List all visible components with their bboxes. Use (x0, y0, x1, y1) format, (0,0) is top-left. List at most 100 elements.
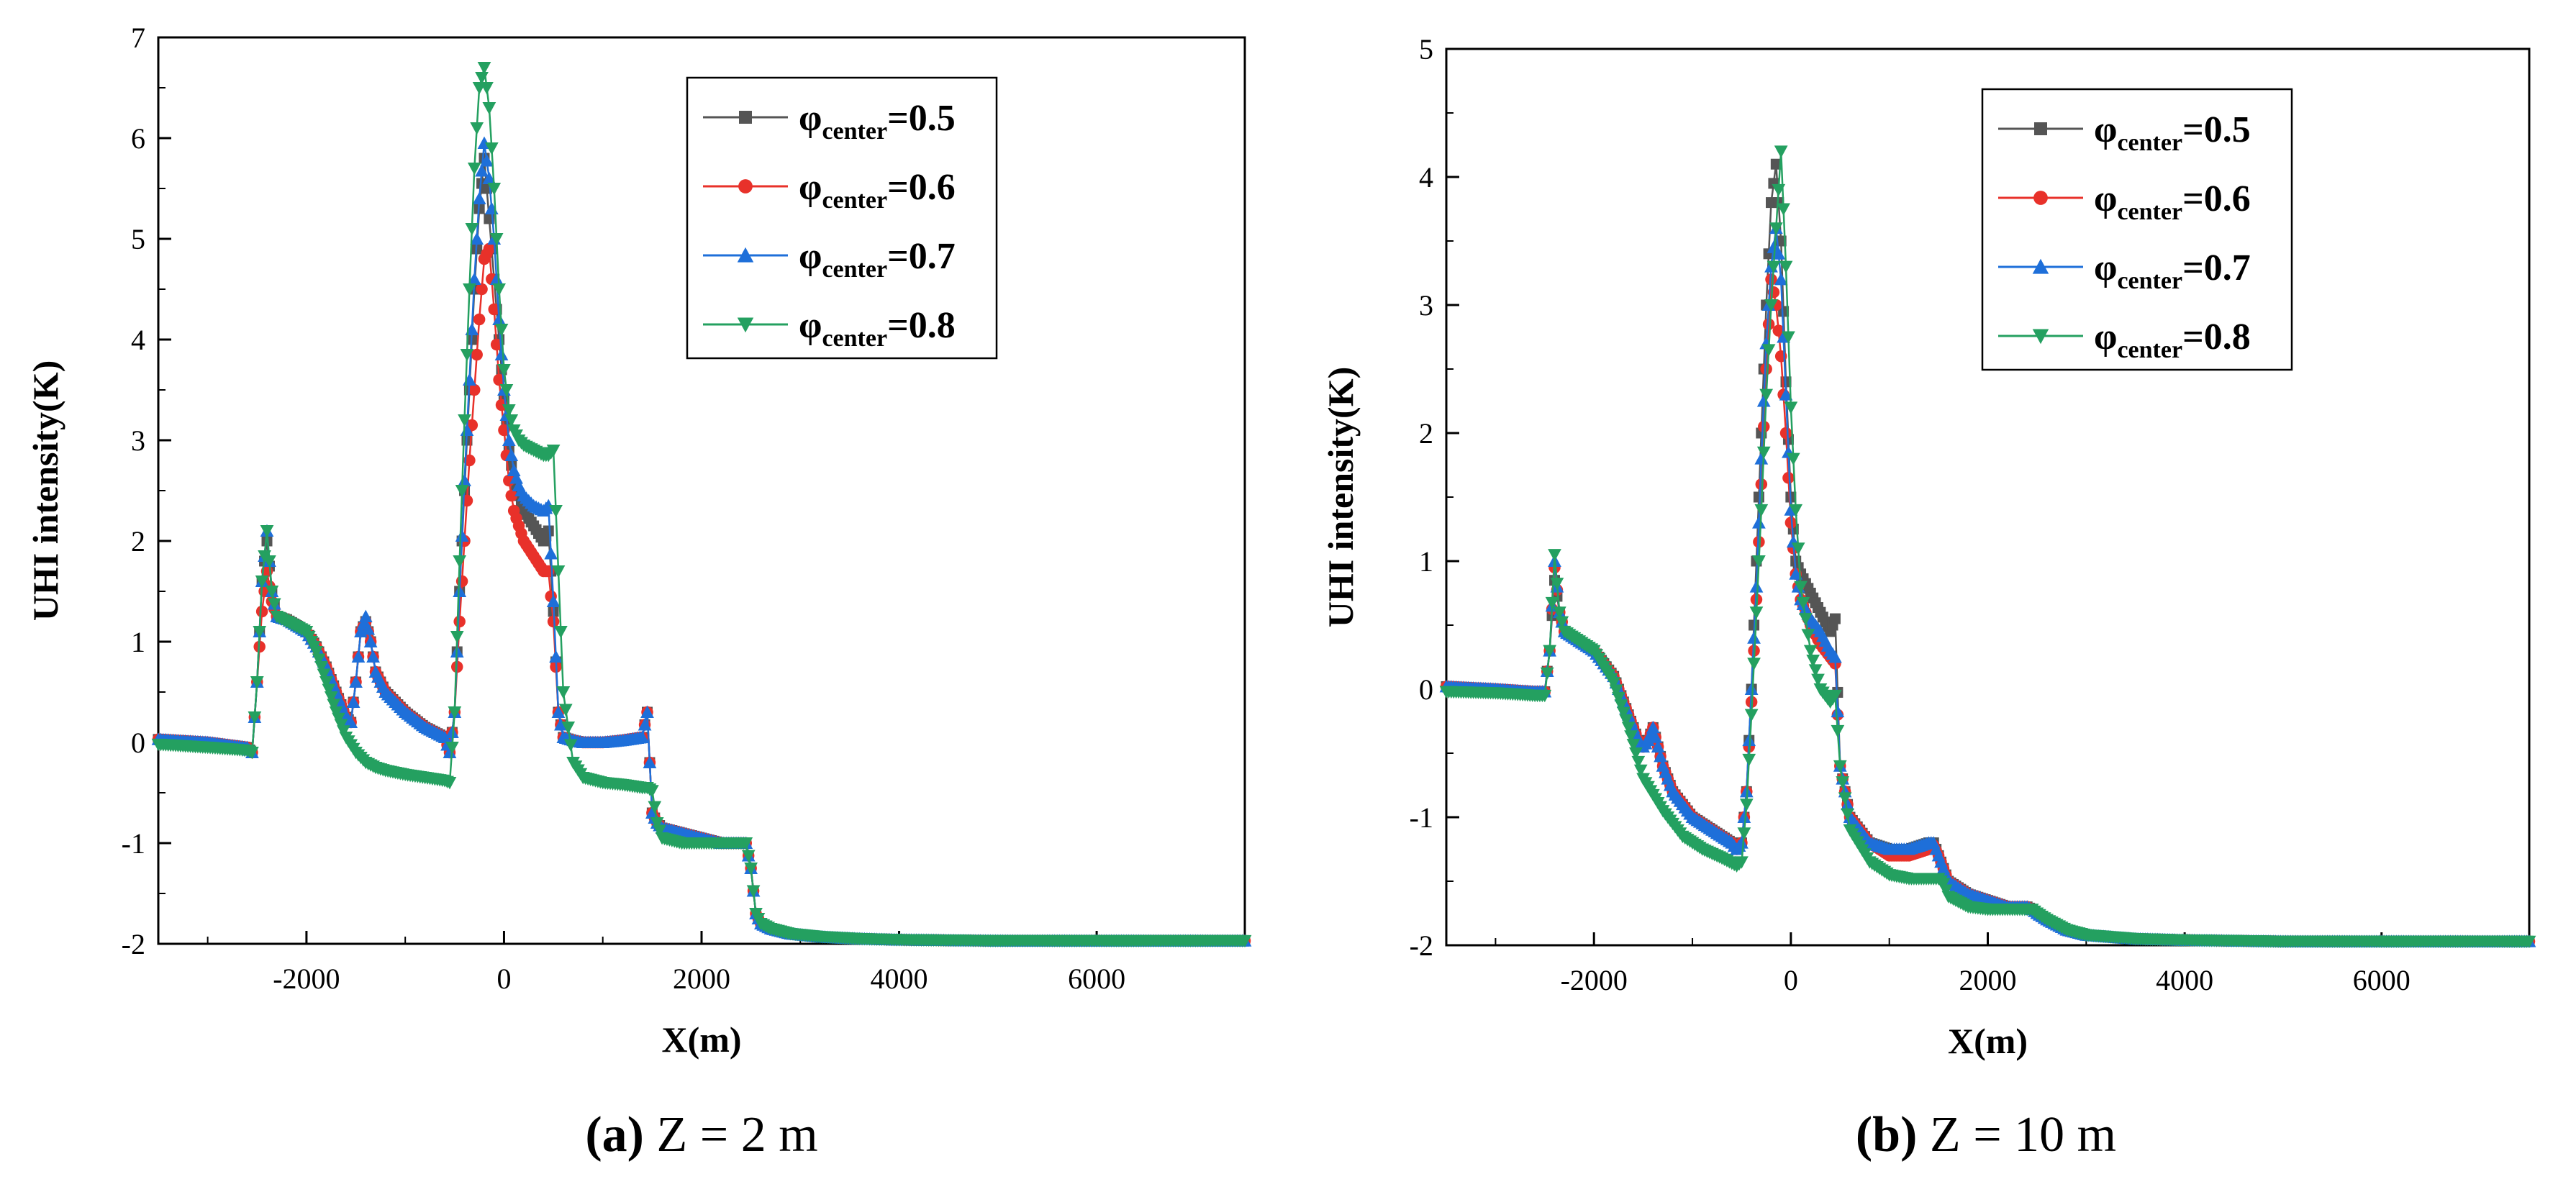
legend-value: =0.5 (2182, 109, 2251, 150)
data-point (1548, 549, 1561, 562)
data-point (1936, 878, 1951, 891)
data-point (505, 489, 517, 502)
data-point (253, 626, 267, 639)
x-tick-label: 6000 (1068, 963, 1125, 995)
data-point (1538, 689, 1552, 703)
data-point (489, 233, 504, 246)
legend: φcenter=0.5φcenter=0.6φcenter=0.7φcenter… (1981, 88, 2293, 371)
x-tick-label: 4000 (871, 963, 928, 995)
data-point (1784, 517, 1797, 529)
legend-box (1981, 88, 2293, 371)
data-point (492, 312, 506, 325)
y-tick-label: -2 (122, 928, 145, 960)
data-point (443, 745, 457, 758)
data-point (494, 347, 509, 360)
data-point (361, 622, 376, 635)
legend-symbol: φ (799, 305, 822, 346)
caption-text: Z = 10 m (1917, 1107, 2116, 1163)
data-point (1791, 542, 1805, 555)
data-point (556, 686, 571, 699)
data-point (551, 705, 566, 718)
data-point (483, 242, 496, 255)
x-tick-label: 4000 (2156, 964, 2213, 996)
y-tick-label: 3 (131, 424, 145, 457)
legend-label: φcenter=0.6 (2094, 178, 2251, 225)
legend-marker (737, 247, 754, 263)
data-point (493, 373, 505, 386)
data-point (255, 605, 268, 618)
data-point (458, 473, 471, 486)
data-point (494, 324, 509, 337)
data-point (490, 338, 503, 351)
data-point (1754, 452, 1769, 465)
data-point (329, 706, 343, 719)
data-point (558, 704, 573, 716)
data-point (1794, 581, 1808, 593)
data-point (1737, 827, 1751, 840)
legend-symbol: φ (799, 98, 822, 139)
data-point (1801, 629, 1815, 642)
data-point (267, 598, 281, 611)
data-point (351, 650, 366, 663)
data-point (472, 191, 486, 204)
data-point (1739, 799, 1754, 811)
legend-value: =0.5 (887, 98, 956, 139)
x-tick-label: -2000 (273, 963, 340, 995)
data-point (1761, 344, 1776, 357)
legend-subscript: center (2117, 337, 2182, 363)
x-axis-title: X(m) (1948, 1021, 2028, 1061)
data-point (453, 555, 467, 568)
data-point (263, 555, 276, 568)
data-point (453, 615, 466, 628)
data-point (358, 609, 373, 622)
legend-marker (737, 317, 754, 333)
y-tick-label: 7 (131, 22, 145, 54)
y-tick-label: 1 (1419, 545, 1433, 578)
data-point (1756, 394, 1771, 407)
legend-subscript: center (822, 256, 887, 283)
data-point (1629, 747, 1643, 760)
data-point (468, 383, 481, 396)
series-s08 (1439, 145, 2536, 949)
data-point (1757, 420, 1770, 433)
data-point (1779, 388, 1793, 401)
data-point (1838, 792, 1852, 805)
data-point (554, 626, 568, 639)
data-point (1829, 613, 1841, 624)
data-point (1841, 797, 1854, 811)
data-point (1767, 286, 1780, 299)
data-point (643, 755, 657, 768)
data-point (314, 661, 328, 674)
data-point (1774, 273, 1788, 286)
data-point (1633, 764, 1648, 778)
data-point (1744, 709, 1759, 722)
legend-subscript: center (2117, 129, 2182, 156)
data-point (1778, 306, 1790, 317)
data-point (499, 384, 514, 397)
data-point (445, 725, 459, 738)
data-point (1756, 446, 1771, 460)
data-point (1735, 836, 1749, 849)
data-point (1614, 699, 1628, 712)
data-point (312, 653, 326, 666)
y-tick-label: 4 (131, 324, 145, 356)
data-point (1806, 654, 1820, 668)
data-point (475, 72, 489, 85)
data-point (484, 142, 499, 155)
data-point (1833, 760, 1847, 773)
data-point (1760, 363, 1772, 376)
x-tick-label: 2000 (673, 963, 730, 995)
data-point (327, 699, 341, 711)
data-point (470, 122, 484, 135)
legend-marker (2032, 258, 2049, 274)
data-point (1782, 472, 1795, 484)
data-point (1789, 504, 1803, 517)
legend-subscript: center (822, 187, 887, 214)
data-point (645, 785, 659, 798)
y-tick-label: -1 (122, 827, 145, 860)
legend-label: φcenter=0.6 (799, 167, 956, 214)
data-point (1552, 606, 1566, 619)
x-tick-label: 0 (496, 963, 511, 995)
data-point (324, 691, 338, 704)
data-point (1938, 884, 1953, 897)
